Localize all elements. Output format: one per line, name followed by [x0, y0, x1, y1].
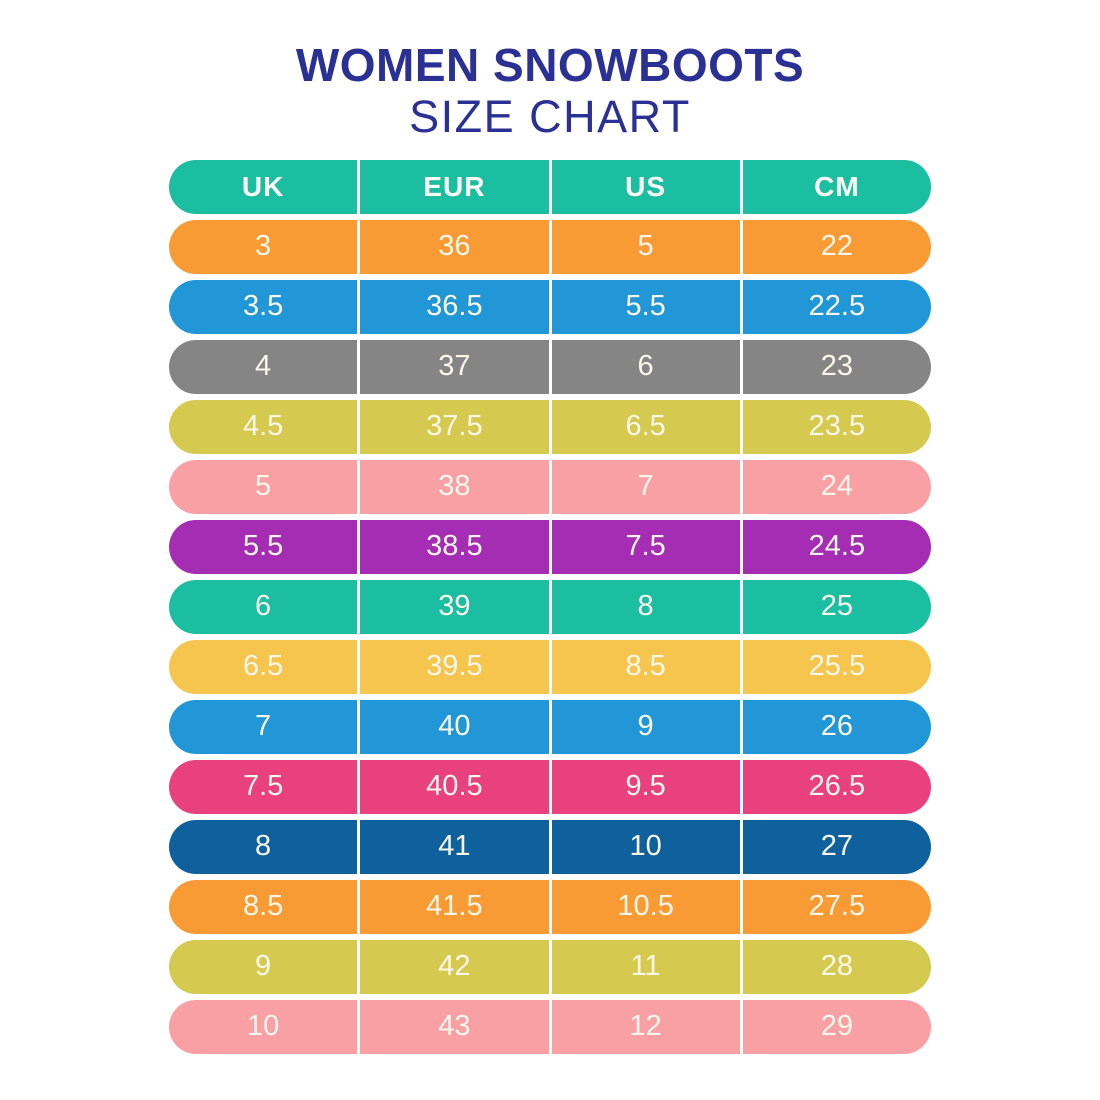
cell-cm: 25.5	[739, 639, 931, 694]
table-row: 8 41 10 27	[169, 819, 931, 874]
cell-us: 9.5	[548, 759, 740, 814]
cell-uk: 5.5	[242, 530, 284, 563]
table-row: 5 38 7 24	[169, 459, 931, 514]
cell-cm: 26.5	[739, 759, 931, 814]
table-row: 6.5 39.5 8.5 25.5	[169, 639, 931, 694]
cell-us: 8.5	[548, 639, 740, 694]
table-row: 7.5 40.5 9.5 26.5	[169, 759, 931, 814]
cell-eur: 36	[357, 219, 548, 274]
cell-uk: 7	[255, 710, 272, 743]
cell-eur: 41	[357, 819, 548, 874]
cell-cm: 28	[739, 939, 931, 994]
cell-us: 7	[548, 459, 740, 514]
cell-cm: 27.5	[739, 879, 931, 934]
cell-eur: 43	[357, 999, 548, 1054]
table-row: 4 37 6 23	[169, 339, 931, 394]
cell-uk: 3.5	[242, 290, 284, 323]
cell-uk: 8	[255, 830, 272, 863]
cell-us: 10	[548, 819, 740, 874]
cell-us: 10.5	[548, 879, 740, 934]
table-header-row: UK EUR US CM	[169, 159, 931, 214]
cell-eur: 39.5	[357, 639, 548, 694]
cell-cm: 26	[739, 699, 931, 754]
header-cell-us: US	[548, 159, 740, 214]
page-title: WOMEN SNOWBOOTS SIZE CHART	[0, 0, 1100, 142]
cell-us: 6	[548, 339, 740, 394]
cell-eur: 38	[357, 459, 548, 514]
cell-eur: 37.5	[357, 399, 548, 454]
cell-uk: 7.5	[242, 770, 284, 803]
cell-cm: 22	[739, 219, 931, 274]
cell-eur: 40.5	[357, 759, 548, 814]
cell-us: 12	[548, 999, 740, 1054]
cell-cm: 23	[739, 339, 931, 394]
cell-uk: 6.5	[242, 650, 284, 683]
table-row: 9 42 11 28	[169, 939, 931, 994]
cell-eur: 38.5	[357, 519, 548, 574]
table-row: 10 43 12 29	[169, 999, 931, 1054]
cell-cm: 29	[739, 999, 931, 1054]
header-cell-eur: EUR	[357, 159, 548, 214]
cell-cm: 24	[739, 459, 931, 514]
header-cell-cm: CM	[739, 159, 931, 214]
cell-cm: 23.5	[739, 399, 931, 454]
cell-cm: 22.5	[739, 279, 931, 334]
cell-cm: 25	[739, 579, 931, 634]
cell-uk: 6	[255, 590, 272, 623]
cell-eur: 36.5	[357, 279, 548, 334]
table-row: 5.5 38.5 7.5 24.5	[169, 519, 931, 574]
cell-eur: 41.5	[357, 879, 548, 934]
cell-us: 6.5	[548, 399, 740, 454]
cell-eur: 37	[357, 339, 548, 394]
table-row: 3 36 5 22	[169, 219, 931, 274]
cell-eur: 40	[357, 699, 548, 754]
table-row: 4.5 37.5 6.5 23.5	[169, 399, 931, 454]
cell-cm: 27	[739, 819, 931, 874]
table-row: 3.5 36.5 5.5 22.5	[169, 279, 931, 334]
page-title-line1: WOMEN SNOWBOOTS	[295, 39, 805, 91]
cell-us: 8	[548, 579, 740, 634]
cell-uk: 4.5	[242, 410, 284, 443]
size-table: UK EUR US CM 3 36 5 22 3.5 36.5 5.5 22.5…	[169, 159, 931, 1054]
cell-uk: 4	[255, 350, 272, 383]
cell-eur: 39	[357, 579, 548, 634]
cell-us: 9	[548, 699, 740, 754]
table-row: 8.5 41.5 10.5 27.5	[169, 879, 931, 934]
cell-cm: 24.5	[739, 519, 931, 574]
header-cell-uk: UK	[241, 170, 285, 202]
cell-eur: 42	[357, 939, 548, 994]
table-row: 6 39 8 25	[169, 579, 931, 634]
cell-uk: 8.5	[242, 890, 284, 923]
cell-us: 5	[548, 219, 740, 274]
cell-uk: 5	[255, 470, 272, 503]
cell-uk: 3	[255, 230, 272, 263]
page-title-line2: SIZE CHART	[409, 90, 691, 142]
cell-us: 7.5	[548, 519, 740, 574]
cell-us: 11	[548, 939, 740, 994]
cell-us: 5.5	[548, 279, 740, 334]
cell-uk: 9	[255, 950, 272, 983]
table-row: 7 40 9 26	[169, 699, 931, 754]
cell-uk: 10	[246, 1010, 280, 1043]
